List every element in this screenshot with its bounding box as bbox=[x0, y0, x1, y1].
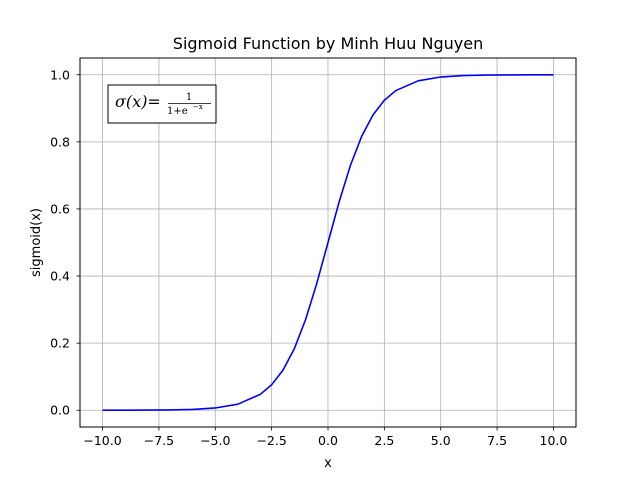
y-tick-label: 0.4 bbox=[50, 269, 70, 284]
formula-denominator: 1+e bbox=[167, 106, 188, 117]
x-tick-label: 5.0 bbox=[431, 433, 451, 448]
x-tick-label: −10.0 bbox=[83, 433, 121, 448]
x-tick-label: 10.0 bbox=[540, 433, 568, 448]
formula-exponent: −x bbox=[193, 103, 203, 111]
x-tick-label: −7.5 bbox=[144, 433, 174, 448]
formula-box bbox=[107, 84, 217, 124]
y-axis: 0.0 0.2 0.4 0.6 0.8 1.0 bbox=[50, 67, 80, 418]
formula-numerator: 1 bbox=[186, 92, 192, 103]
y-tick-label: 0.8 bbox=[50, 134, 70, 149]
y-tick-label: 0.2 bbox=[50, 336, 70, 351]
y-axis-label: sigmoid(x) bbox=[29, 208, 44, 277]
x-axis-label: x bbox=[324, 456, 332, 471]
y-tick-label: 0.6 bbox=[50, 201, 70, 216]
x-tick-label: −2.5 bbox=[256, 433, 286, 448]
x-tick-label: 2.5 bbox=[374, 433, 394, 448]
x-axis: −10.0 −7.5 −5.0 −2.5 0.0 2.5 5.0 7.5 10.0 bbox=[83, 427, 567, 448]
formula-annotation: σ(x)= 1 1+e −x bbox=[107, 84, 217, 124]
y-tick-label: 1.0 bbox=[50, 67, 70, 82]
x-tick-label: −5.0 bbox=[200, 433, 230, 448]
x-tick-label: 7.5 bbox=[487, 433, 507, 448]
series-layer bbox=[102, 73, 554, 412]
chart-title: Sigmoid Function by Minh Huu Nguyen bbox=[173, 34, 483, 53]
sigmoid-curve bbox=[102, 73, 554, 412]
formula-lhs: σ(x)= bbox=[115, 92, 161, 111]
x-tick-label: 0.0 bbox=[318, 433, 338, 448]
y-tick-label: 0.0 bbox=[50, 403, 70, 418]
